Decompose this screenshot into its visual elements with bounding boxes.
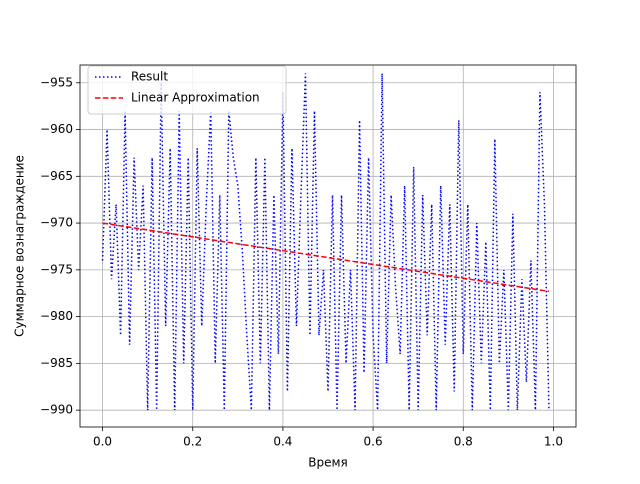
y-axis-label: Суммарное вознаграждение bbox=[13, 155, 27, 337]
y-tick-label: −990 bbox=[40, 403, 73, 417]
legend-box bbox=[87, 65, 287, 115]
y-tick-label: −980 bbox=[40, 309, 73, 323]
y-tick-label: −955 bbox=[40, 75, 73, 89]
y-tick-label: −960 bbox=[40, 122, 73, 136]
x-tick-label: 0.8 bbox=[454, 435, 473, 449]
x-axis-label: Время bbox=[308, 456, 348, 470]
y-tick-label: −965 bbox=[40, 169, 73, 183]
x-tick-label: 1.0 bbox=[544, 435, 563, 449]
series-line bbox=[101, 73, 550, 411]
x-tick-label: 0.6 bbox=[364, 435, 383, 449]
y-tick-label: −970 bbox=[40, 216, 73, 230]
x-tick-label: 0.2 bbox=[183, 435, 202, 449]
legend-label: Result bbox=[131, 70, 168, 84]
x-tick-label: 0.4 bbox=[273, 435, 292, 449]
plot-frame bbox=[79, 64, 577, 428]
legend-label: Linear Approximation bbox=[131, 91, 260, 105]
y-tick-label: −985 bbox=[40, 356, 73, 370]
x-tick-label: 0.0 bbox=[93, 435, 112, 449]
series-line bbox=[102, 222, 550, 293]
y-tick-label: −975 bbox=[40, 262, 73, 276]
